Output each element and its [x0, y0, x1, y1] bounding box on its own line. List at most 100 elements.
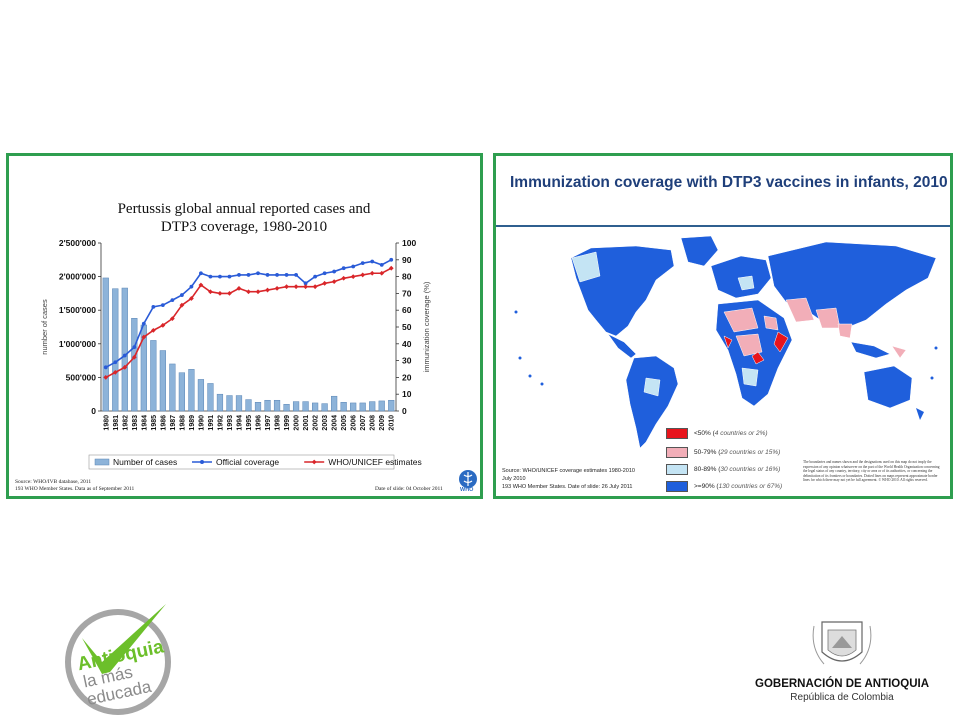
map-title-divider	[496, 225, 950, 227]
point-official-coverage	[284, 273, 289, 277]
x-tick-label: 1989	[189, 415, 196, 431]
point-official-coverage	[170, 298, 175, 303]
point-official-coverage	[218, 274, 222, 279]
chart-source-line1: Source: WHO/IVB database, 2011	[15, 479, 92, 485]
map-legend-swatch	[666, 481, 688, 492]
point-who-unicef-estimates	[360, 272, 366, 278]
x-tick-label: 1993	[227, 415, 234, 431]
x-tick-label: 1983	[132, 415, 139, 431]
point-who-unicef-estimates	[217, 290, 223, 296]
point-who-unicef-estimates	[369, 270, 375, 276]
dtp3-map-panel: Immunization coverage with DTP3 vaccines…	[493, 153, 953, 499]
point-official-coverage	[141, 321, 146, 326]
legend-swatch-marker	[311, 459, 317, 465]
point-official-coverage	[275, 273, 279, 277]
map-legend-item: 50-79% (29 countries or 15%)	[666, 447, 780, 458]
y-axis-right-label: immunization coverage (%)	[422, 281, 431, 372]
map-legend-note: 4 countries or 2%)	[714, 430, 768, 438]
bar-cases	[197, 379, 205, 412]
coat-of-arms-icon	[812, 621, 872, 665]
x-tick-label: 1982	[122, 415, 129, 431]
x-tick-label: 2000	[294, 415, 301, 431]
gobernacion-name: GOBERNACIÓN DE ANTIOQUIA	[755, 678, 929, 690]
point-who-unicef-estimates	[312, 284, 318, 290]
bar-cases	[378, 400, 385, 412]
map-disclaimer: The boundaries and names shown and the d…	[803, 460, 940, 483]
map-legend-note: 29 countries or 15%)	[720, 449, 781, 457]
x-tick-label: 2003	[322, 415, 329, 431]
point-who-unicef-estimates	[284, 284, 289, 290]
y-right-tick-label: 40	[402, 339, 412, 349]
chart-source-line2: 193 WHO Member States. Data as of Septem…	[15, 486, 135, 492]
point-official-coverage	[341, 266, 346, 271]
map-legend-label: <50% (	[694, 430, 715, 438]
bar-cases	[188, 369, 195, 412]
legend-swatch-marker	[200, 460, 204, 464]
x-tick-label: 2006	[351, 415, 358, 431]
map-legend-swatch	[666, 447, 688, 458]
map-legend-swatch	[666, 428, 688, 439]
bar-cases	[169, 363, 176, 412]
y-left-tick-label: 0	[91, 406, 96, 416]
gobernacion-antioquia-logo: GOBERNACIÓN DE ANTIOQUIA República de Co…	[752, 618, 932, 708]
legend-label: Official coverage	[216, 457, 279, 467]
bar-cases	[283, 404, 290, 412]
map-legend-item: 80-89% (30 countries or 16%)	[666, 464, 780, 475]
y-right-tick-label: 20	[402, 372, 412, 382]
map-source-line2: July 2010	[502, 476, 526, 482]
point-official-coverage	[313, 274, 318, 279]
point-who-unicef-estimates	[341, 275, 347, 281]
x-tick-label: 2004	[332, 415, 339, 431]
point-who-unicef-estimates	[388, 265, 394, 271]
bar-cases	[121, 287, 128, 412]
y-right-tick-label: 100	[402, 238, 416, 248]
map-legend-note: 130 countries or 67%)	[718, 483, 783, 491]
antioquia-logo-icon: Antioquia la más educada	[65, 604, 171, 715]
x-tick-label: 1985	[151, 415, 158, 431]
map-australia	[863, 365, 913, 409]
pertussis-chart-panel: Pertussis global annual reported cases a…	[6, 153, 483, 499]
bar-cases	[178, 372, 185, 412]
point-who-unicef-estimates	[350, 274, 356, 280]
bar-cases	[350, 402, 357, 412]
point-official-coverage	[179, 293, 184, 297]
x-tick-label: 1987	[170, 415, 177, 431]
point-official-coverage	[360, 261, 365, 266]
line-who-unicef-estimates	[105, 267, 392, 379]
bar-cases	[359, 402, 366, 412]
point-official-coverage	[199, 271, 203, 276]
x-tick-label: 1998	[275, 415, 282, 431]
point-official-coverage	[227, 274, 232, 279]
point-who-unicef-estimates	[322, 280, 328, 286]
point-official-coverage	[265, 273, 270, 277]
pertussis-chart: 0 500'000 1'000'000 1'500'000 2'000'000 2'500…	[40, 238, 431, 470]
y-right-tick-label: 60	[402, 305, 412, 315]
bar-cases	[102, 277, 109, 412]
bar-cases	[254, 402, 262, 412]
bar-cases	[226, 395, 233, 412]
map-legend-label: 80-89% (	[694, 466, 721, 474]
point-official-coverage	[256, 271, 260, 276]
x-tick-label: 2008	[370, 415, 377, 431]
point-who-unicef-estimates	[236, 285, 242, 291]
chart-slide-date: Date of slide: 04 October 2011	[375, 486, 443, 492]
point-official-coverage	[151, 304, 156, 309]
x-tick-label: 1980	[103, 415, 110, 431]
y-right-tick-label: 90	[402, 255, 412, 265]
map-source-line1: Source: WHO/UNICEF coverage estimates 19…	[502, 468, 635, 474]
map-greenland	[680, 235, 719, 267]
map-title: Immunization coverage with DTP3 vaccines…	[510, 174, 948, 191]
x-tick-label: 1990	[198, 415, 205, 431]
map-legend-item: <50% (4 countries or 2%)	[666, 428, 768, 439]
point-official-coverage	[246, 273, 251, 277]
bar-cases	[112, 288, 119, 412]
point-who-unicef-estimates	[255, 289, 261, 295]
chart-legend-box	[88, 454, 395, 470]
y-right-tick-label: 10	[402, 389, 412, 399]
y-right-tick-label: 80	[402, 272, 412, 282]
y-left-tick-label: 2'000'000	[59, 272, 96, 282]
y-left-tick-label: 500'000	[66, 372, 97, 382]
x-tick-label: 1996	[256, 415, 263, 431]
x-tick-label: 1994	[236, 415, 243, 431]
map-source-line3: 193 WHO Member States. Date of slide: 26…	[502, 484, 633, 490]
